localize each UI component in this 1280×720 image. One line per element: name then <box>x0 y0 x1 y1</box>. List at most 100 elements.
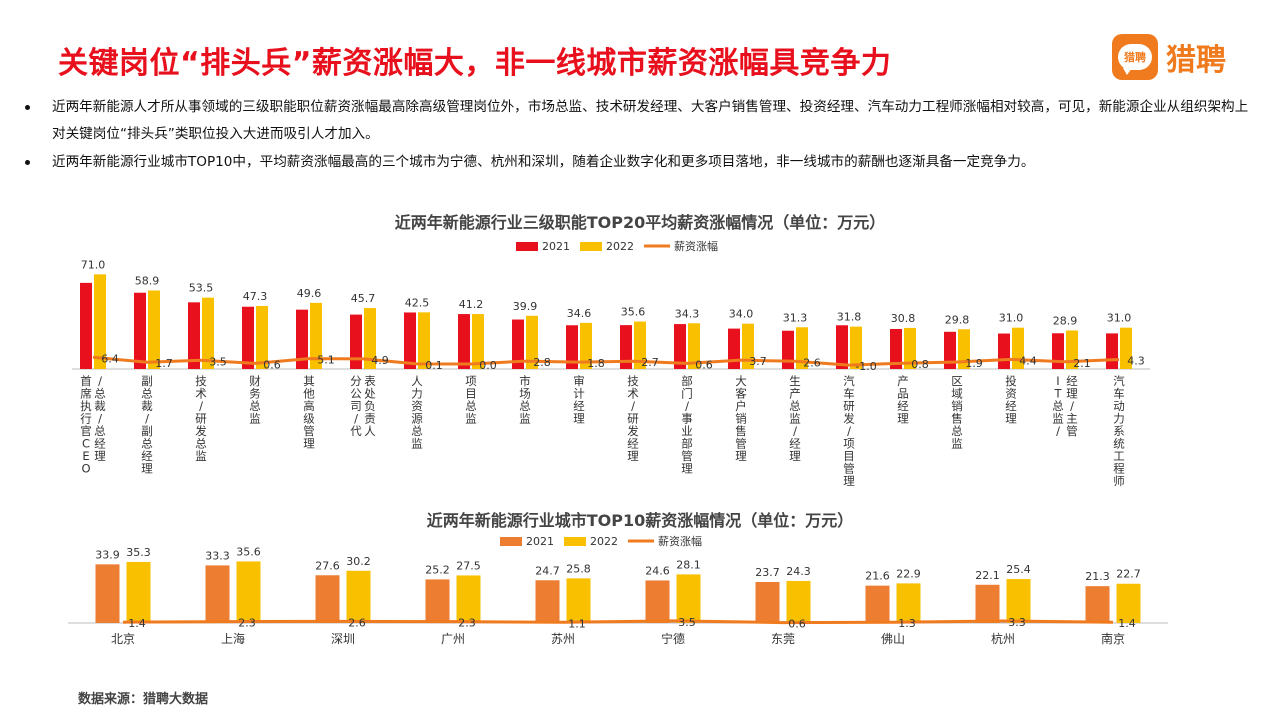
data-label-2022: 71.0 <box>81 258 106 271</box>
growth-label: 3.5 <box>209 355 227 368</box>
growth-label: 6.4 <box>101 352 119 365</box>
growth-label: 3.5 <box>678 616 696 629</box>
data-label-2022: 30.8 <box>891 312 916 325</box>
data-label-2022: 25.8 <box>566 562 591 575</box>
growth-label: 1.4 <box>1118 617 1136 630</box>
bar-2022 <box>418 312 430 369</box>
bar-2021 <box>944 331 956 369</box>
growth-label: 4.9 <box>371 354 389 367</box>
legend-label-growth: 薪资涨幅 <box>658 535 702 548</box>
category-label: 佛山 <box>881 632 905 646</box>
bar-2022 <box>796 327 808 369</box>
category-label: 生产总监/经理 <box>789 374 801 463</box>
data-label-2022: 22.7 <box>1116 568 1141 581</box>
bar-2022 <box>580 322 592 369</box>
category-label: 人力资源总监 <box>411 374 423 451</box>
bar-2021 <box>404 312 416 369</box>
category-label: 上海 <box>221 631 245 646</box>
logo-text: 猎聘 <box>1166 43 1226 78</box>
growth-label: 0.0 <box>479 359 497 372</box>
category-label: 广州 <box>441 632 465 646</box>
bar-2022 <box>904 327 916 369</box>
growth-label: -1.0 <box>855 360 876 373</box>
data-label-2022: 47.3 <box>243 290 268 303</box>
growth-label: 5.1 <box>317 354 335 367</box>
bar-2022 <box>1066 330 1078 369</box>
data-label-2021: 21.6 <box>865 570 890 583</box>
bar-2021 <box>674 324 686 369</box>
data-label-2022: 53.5 <box>189 282 214 295</box>
bar-2021 <box>836 325 848 369</box>
bar-2022 <box>786 580 811 623</box>
bar-2022 <box>526 315 538 369</box>
category-label: 东莞 <box>771 632 795 646</box>
legend-label-2022: 2022 <box>606 240 634 253</box>
bar-2021 <box>95 564 120 623</box>
bar-2022 <box>472 314 484 369</box>
bullet-item: 近两年新能源行业城市TOP10中，平均薪资涨幅最高的三个城市为宁德、杭州和深圳，… <box>22 149 1252 176</box>
bar-2022 <box>236 561 261 623</box>
growth-label: 1.9 <box>965 357 983 370</box>
bar-2022 <box>364 308 376 369</box>
data-source: 数据来源：猎聘大数据 <box>78 692 209 707</box>
bar-2021 <box>755 582 780 623</box>
data-label-2022: 22.9 <box>896 567 921 580</box>
data-label-2022: 29.8 <box>945 313 970 326</box>
bar-2022 <box>1120 327 1132 369</box>
growth-label: 2.3 <box>458 617 476 630</box>
bar-2022 <box>742 323 754 369</box>
bar-2021 <box>535 580 560 623</box>
growth-line <box>92 355 1120 367</box>
data-label-2022: 34.3 <box>675 307 700 320</box>
data-label-2021: 24.7 <box>535 564 560 577</box>
category-label: I T 总监/经理/主管 <box>1052 374 1078 438</box>
category-label: 苏州 <box>551 632 575 646</box>
data-label-2022: 24.3 <box>786 565 811 578</box>
legend-swatch-2021 <box>516 242 538 251</box>
data-label-2021: 23.7 <box>755 566 780 579</box>
growth-label: 4.4 <box>1019 354 1037 367</box>
category-label: 南京 <box>1101 631 1125 646</box>
bar-2022 <box>256 305 268 369</box>
bar-2021 <box>782 330 794 369</box>
category-label: 首席执行官 C E O/总裁/总经理 <box>80 374 106 476</box>
growth-label: 2.6 <box>348 616 366 629</box>
bar-2021 <box>620 325 632 369</box>
legend-label-growth: 薪资涨幅 <box>674 240 718 253</box>
bar-2022 <box>202 297 214 369</box>
data-label-2022: 34.6 <box>567 307 592 320</box>
brand-logo: 猎聘 猎聘 <box>1112 34 1226 80</box>
data-label-2022: 45.7 <box>351 292 376 305</box>
data-label-2022: 31.3 <box>783 311 808 324</box>
category-label: 项目总监 <box>465 374 477 426</box>
bar-2021 <box>315 575 340 623</box>
growth-label: 3.7 <box>749 355 767 368</box>
category-label: 分公司/代表处负责人 <box>350 374 376 438</box>
growth-label: 3.3 <box>1008 616 1026 629</box>
growth-label: 2.3 <box>238 617 256 630</box>
bar-2021 <box>242 306 254 369</box>
bar-2022 <box>346 570 371 623</box>
category-label: 审计经理 <box>573 374 585 426</box>
category-label: 副总裁/副总经理 <box>141 374 153 476</box>
bar-2022 <box>958 329 970 369</box>
bar-2022 <box>896 583 921 623</box>
data-label-2021: 24.6 <box>645 564 670 577</box>
growth-label: 2.6 <box>803 356 821 369</box>
bar-2022 <box>126 561 151 623</box>
data-label-2022: 34.0 <box>729 308 754 321</box>
bar-2022 <box>1006 579 1031 623</box>
bar-2022 <box>566 578 591 623</box>
category-label: 市场总监 <box>519 374 531 426</box>
data-label-2022: 25.4 <box>1006 563 1031 576</box>
bar-2021 <box>1085 586 1110 623</box>
legend-label-2021: 2021 <box>542 240 570 253</box>
growth-label: 1.8 <box>587 357 605 370</box>
growth-label: 1.7 <box>155 357 173 370</box>
bar-2021 <box>728 328 740 369</box>
bar-2022 <box>456 575 481 623</box>
bullet-item: 近两年新能源人才所从事领域的三级职能职位薪资涨幅最高除高级管理岗位外，市场总监、… <box>22 94 1252 148</box>
bar-2022 <box>148 290 160 369</box>
legend-label-2021: 2021 <box>526 535 554 548</box>
bar-2021 <box>975 584 1000 623</box>
